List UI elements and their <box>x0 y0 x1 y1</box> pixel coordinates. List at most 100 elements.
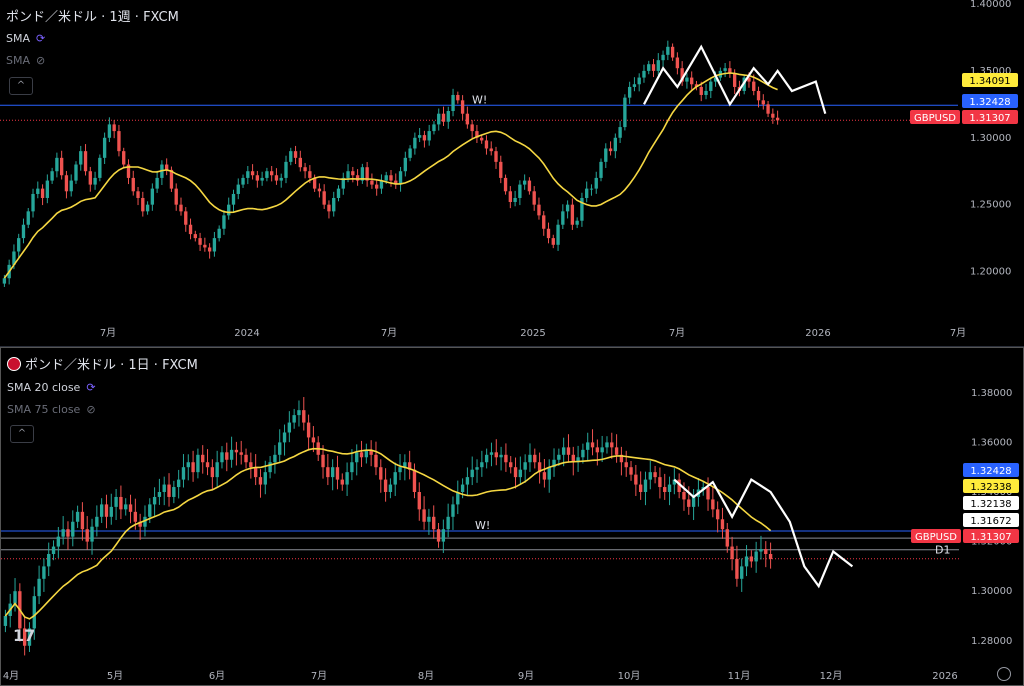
candle <box>312 177 317 189</box>
candle <box>658 477 662 488</box>
collapse-legend-button[interactable]: ^ <box>9 77 33 95</box>
candle <box>754 551 758 562</box>
candle <box>446 111 450 122</box>
candle <box>725 529 729 547</box>
weekly-chart-pane[interactable]: W! 1.40000 1.35000 1.30000 1.25000 1.20000 7月 2… <box>0 0 1024 346</box>
candle <box>207 247 212 252</box>
daily-sma75-legend[interactable]: SMA 75 close ⊘ <box>7 403 96 416</box>
candle <box>711 499 715 510</box>
candle <box>470 124 474 132</box>
candle <box>327 204 331 212</box>
candle <box>709 81 713 91</box>
candle <box>59 157 64 176</box>
candle <box>375 184 379 189</box>
x-tick-label: 9月 <box>518 670 534 682</box>
candle <box>50 171 54 181</box>
candle <box>427 131 431 141</box>
candle <box>61 529 65 537</box>
candle <box>672 479 677 485</box>
candle <box>31 193 35 212</box>
candle <box>699 86 703 95</box>
candle <box>322 191 326 205</box>
candle <box>537 462 542 473</box>
candle <box>704 90 708 95</box>
price-tag <box>962 110 1018 124</box>
candle <box>210 467 215 478</box>
settings-icon[interactable] <box>997 667 1011 681</box>
candle <box>552 459 556 468</box>
candle <box>547 467 551 480</box>
price-tag-value: 1.34091 <box>969 76 1010 87</box>
collapse-legend-button[interactable]: ^ <box>10 425 34 443</box>
candle <box>26 211 30 225</box>
candle <box>364 449 369 458</box>
candle <box>761 100 765 105</box>
candle <box>764 549 768 554</box>
tradingview-logo[interactable]: 17 <box>13 626 36 645</box>
candle <box>93 177 97 185</box>
candle <box>332 197 336 212</box>
candle <box>308 171 312 178</box>
price-tag <box>962 94 1018 108</box>
candle <box>241 177 245 185</box>
daily-chart-pane[interactable]: W!D11.380001.360001.340001.320001.300001… <box>0 347 1024 686</box>
candle <box>768 554 773 559</box>
candle <box>335 467 340 480</box>
refresh-icon[interactable]: ⟳ <box>86 381 96 394</box>
candle <box>379 180 384 189</box>
candle <box>581 449 585 458</box>
candle <box>282 432 287 443</box>
candle <box>715 509 720 520</box>
x-tick-label: 10月 <box>618 670 641 682</box>
candle <box>369 449 373 455</box>
symbol-tag-label: GBPUSD <box>914 113 956 124</box>
weekly-chart-canvas[interactable]: W! 1.40000 1.35000 1.30000 1.25000 1.20000 7月 2… <box>0 0 1024 346</box>
weekly-chart-title[interactable]: ポンド／米ドル · 1週 · FXCM <box>6 10 179 25</box>
candle <box>227 204 231 216</box>
candle <box>79 151 83 165</box>
candle <box>728 68 732 74</box>
candle <box>656 60 660 71</box>
candle <box>145 204 150 212</box>
candle <box>172 487 176 497</box>
price-tag-value: 1.31307 <box>969 113 1010 124</box>
candle <box>494 452 498 458</box>
candle <box>181 467 186 480</box>
daily-chart-title-row[interactable]: ポンド／米ドル · 1日 · FXCM <box>7 354 198 373</box>
candle <box>542 215 546 229</box>
candle <box>759 549 763 552</box>
candle <box>350 462 354 473</box>
eye-off-icon[interactable]: ⊘ <box>36 54 46 67</box>
candle <box>436 529 441 542</box>
chevron-up-icon: ^ <box>16 80 26 91</box>
daily-sma20-legend[interactable]: SMA 20 close ⟳ <box>7 381 96 394</box>
candle <box>109 506 113 517</box>
candle <box>528 454 532 463</box>
candle <box>346 171 350 178</box>
candle <box>623 97 627 128</box>
candle <box>618 127 622 138</box>
candle <box>619 454 624 463</box>
weekly-sma-hidden-legend[interactable]: SMA ⊘ <box>6 54 45 67</box>
candle <box>45 180 50 198</box>
y-tick-label: 1.20000 <box>970 267 1011 278</box>
candle <box>355 452 359 463</box>
y-tick-label: 1.35000 <box>970 66 1011 77</box>
candle <box>36 188 40 194</box>
candle <box>236 184 240 194</box>
candle <box>475 467 479 470</box>
candle <box>196 454 200 473</box>
weekly-sma-legend[interactable]: SMA ⟳ <box>6 32 45 45</box>
x-tick-label: 2024 <box>234 328 259 339</box>
candle <box>383 479 388 492</box>
candle <box>407 462 412 470</box>
candle <box>274 175 279 181</box>
candle <box>98 157 102 178</box>
daily-chart-canvas[interactable]: W!D11.380001.360001.340001.320001.300001… <box>1 348 1023 685</box>
refresh-icon[interactable]: ⟳ <box>36 32 46 45</box>
pane-separator[interactable] <box>0 345 1024 347</box>
candle <box>417 135 422 138</box>
candle <box>775 117 780 121</box>
candle <box>412 469 417 492</box>
eye-off-icon[interactable]: ⊘ <box>86 403 96 416</box>
